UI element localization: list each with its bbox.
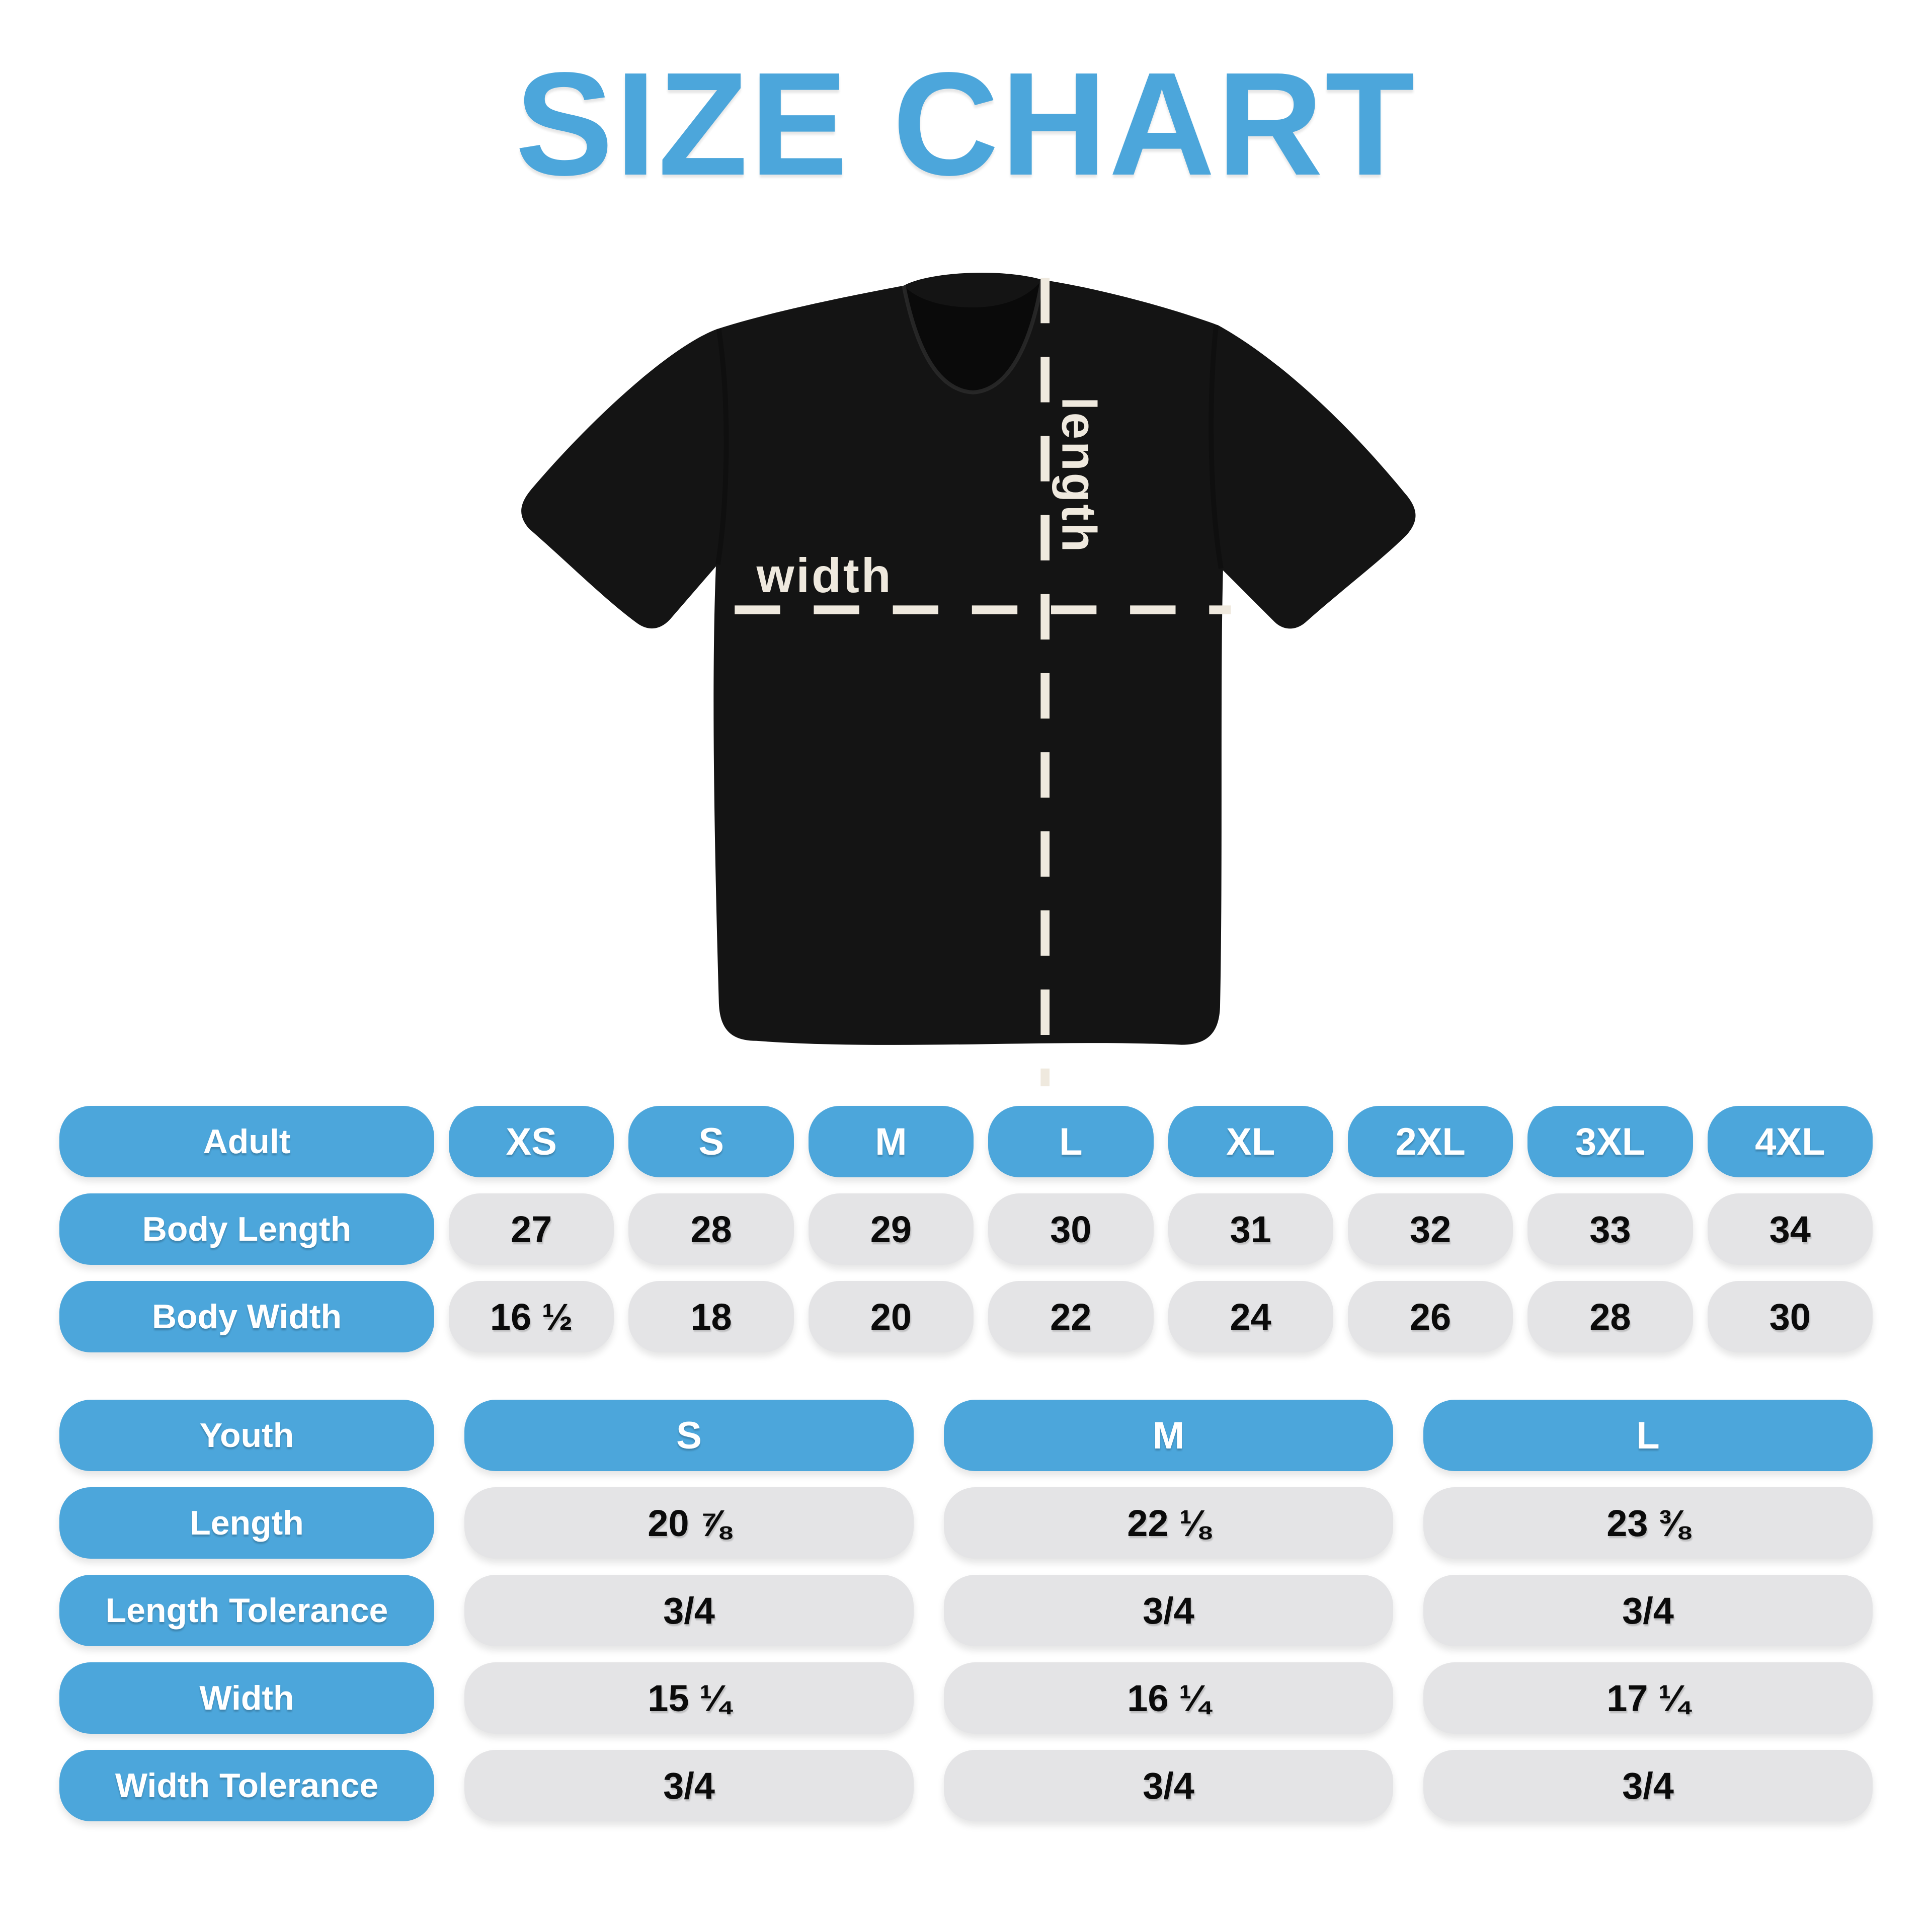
youth-width-tolerance-value-m: 3/4 — [944, 1750, 1393, 1821]
youth-length-tolerance-value-l: 3/4 — [1423, 1575, 1873, 1646]
adult-row-label-body-width: Body Width — [59, 1281, 434, 1352]
body-length-value-s: 28 — [628, 1193, 794, 1265]
neckline — [904, 279, 1042, 392]
body-length-value-xs: 27 — [449, 1193, 614, 1265]
youth-group-header: Youth — [59, 1400, 434, 1471]
adult-size-header-m: M — [808, 1106, 974, 1177]
adult-size-header-3xl: 3XL — [1527, 1106, 1693, 1177]
tshirt-graphic: width length — [521, 272, 1416, 1087]
youth-width-tolerance-value-s: 3/4 — [464, 1750, 914, 1821]
adult-size-header-l: L — [988, 1106, 1154, 1177]
body-width-value-xl: 24 — [1168, 1281, 1333, 1352]
body-length-value-4xl: 34 — [1707, 1193, 1873, 1265]
body-width-value-s: 18 — [628, 1281, 794, 1352]
youth-length-tolerance-value-s: 3/4 — [464, 1575, 914, 1646]
youth-length-tolerance-value-m: 3/4 — [944, 1575, 1393, 1646]
youth-row-label-length-tolerance: Length Tolerance — [59, 1575, 434, 1646]
left-sleeve-seam — [715, 329, 729, 565]
youth-size-header-m: M — [944, 1400, 1393, 1471]
right-sleeve-seam — [1209, 325, 1224, 569]
youth-length-value-l: 23 ⅜ — [1423, 1487, 1873, 1559]
body-width-value-4xl: 30 — [1707, 1281, 1873, 1352]
adult-group-header: Adult — [59, 1106, 434, 1177]
length-label: length — [1052, 397, 1105, 554]
body-length-value-xl: 31 — [1168, 1193, 1333, 1265]
body-width-value-2xl: 26 — [1347, 1281, 1513, 1352]
youth-width-value-m: 16 ¼ — [944, 1662, 1393, 1734]
adult-row-label-body-length: Body Length — [59, 1193, 434, 1265]
body-length-value-l: 30 — [988, 1193, 1154, 1265]
youth-width-tolerance-value-l: 3/4 — [1423, 1750, 1873, 1821]
adult-size-header-2xl: 2XL — [1347, 1106, 1513, 1177]
adult-size-table: Adult XS S M L XL 2XL 3XL 4XL Body Lengt… — [59, 1106, 1873, 1352]
tshirt-body — [521, 272, 1416, 1045]
youth-row-label-length: Length — [59, 1487, 434, 1559]
youth-length-value-m: 22 ⅛ — [944, 1487, 1393, 1559]
collar-seam — [902, 279, 1044, 394]
body-width-value-m: 20 — [808, 1281, 974, 1352]
youth-width-value-l: 17 ¼ — [1423, 1662, 1873, 1734]
body-width-value-l: 22 — [988, 1281, 1154, 1352]
adult-size-header-xs: XS — [449, 1106, 614, 1177]
youth-row-label-width: Width — [59, 1662, 434, 1734]
page-title: SIZE CHART — [515, 42, 1417, 206]
adult-size-header-4xl: 4XL — [1707, 1106, 1873, 1177]
body-length-value-m: 29 — [808, 1193, 974, 1265]
tshirt-diagram: width length — [472, 222, 1461, 1090]
youth-length-value-s: 20 ⅞ — [464, 1487, 914, 1559]
adult-size-header-s: S — [628, 1106, 794, 1177]
adult-size-header-xl: XL — [1168, 1106, 1333, 1177]
youth-width-value-s: 15 ¼ — [464, 1662, 914, 1734]
youth-size-header-l: L — [1423, 1400, 1873, 1471]
body-length-value-3xl: 33 — [1527, 1193, 1693, 1265]
width-label: width — [756, 549, 893, 603]
body-length-value-2xl: 32 — [1347, 1193, 1513, 1265]
youth-row-label-width-tolerance: Width Tolerance — [59, 1750, 434, 1821]
youth-size-header-s: S — [464, 1400, 914, 1471]
body-width-value-3xl: 28 — [1527, 1281, 1693, 1352]
body-width-value-xs: 16 ½ — [449, 1281, 614, 1352]
youth-size-table: Youth S M L Length 20 ⅞ 22 ⅛ 23 ⅜ Length… — [59, 1400, 1873, 1821]
